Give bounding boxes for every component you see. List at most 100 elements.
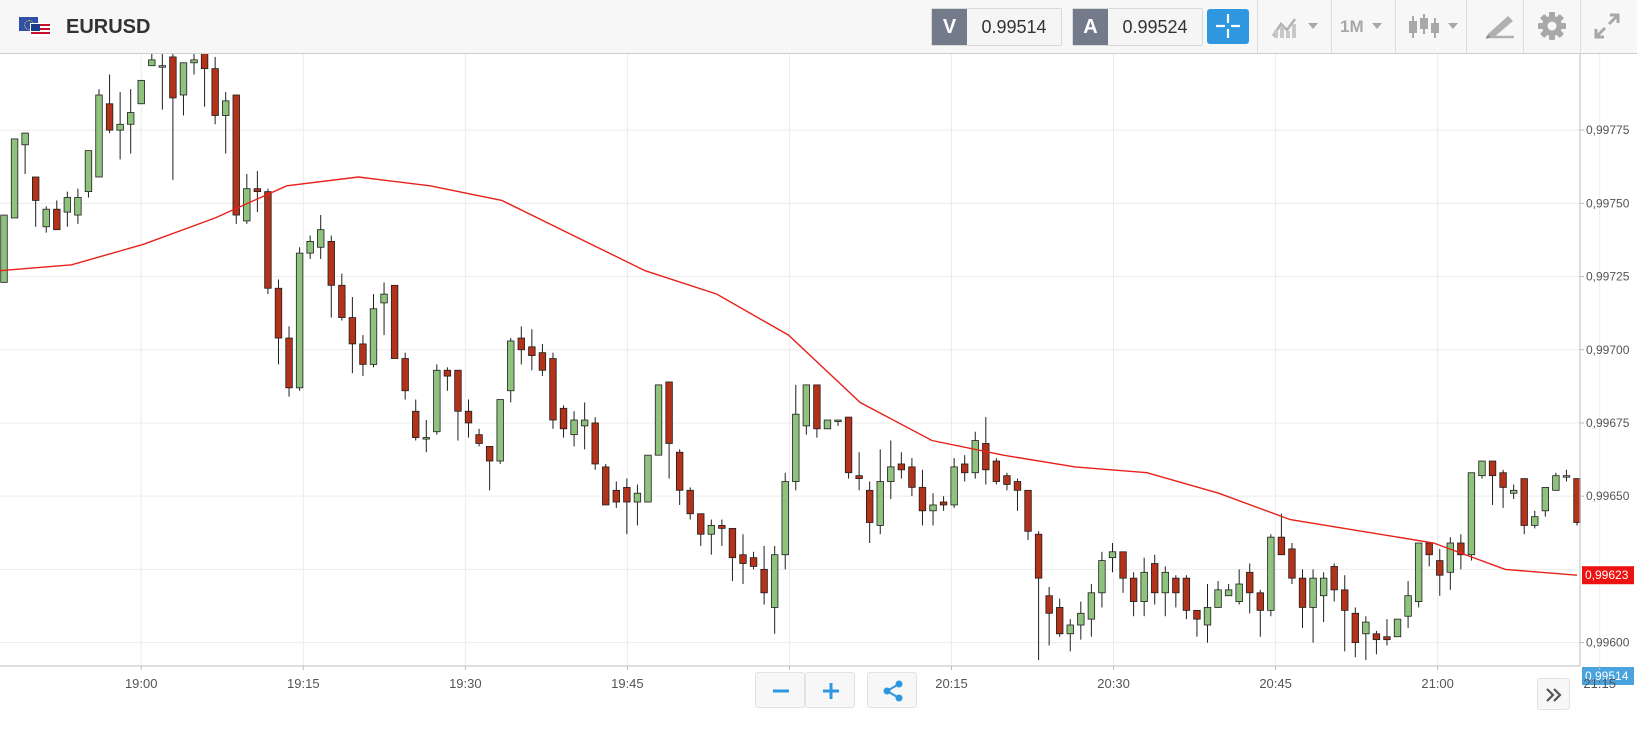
time-tick-label: 19:00 — [125, 676, 158, 691]
price-tick-label: 0,99675 — [1586, 416, 1630, 430]
bullish-candle — [654, 384, 663, 456]
bullish-candle — [295, 247, 304, 391]
bullish-candle — [158, 54, 167, 110]
chart-type-button[interactable] — [1405, 8, 1465, 46]
drawing-tools-button[interactable] — [1475, 8, 1525, 46]
candle-body — [770, 554, 779, 608]
bearish-candle — [348, 297, 357, 374]
bearish-candle — [253, 171, 262, 213]
bullish-candle — [580, 402, 589, 450]
candle-body — [42, 208, 50, 228]
bearish-candle — [939, 496, 948, 511]
bearish-candle — [1193, 609, 1201, 637]
price-tick-label: 0,99600 — [1586, 636, 1630, 650]
moving-average-line — [0, 176, 1578, 576]
bearish-candle — [464, 399, 473, 438]
sell-price-box[interactable]: V 0.99514 — [931, 8, 1062, 46]
bullish-candle — [21, 132, 29, 175]
bearish-candle — [1056, 598, 1064, 637]
candles-layer — [0, 54, 1581, 661]
candle-body — [823, 419, 832, 430]
candle-body — [749, 557, 758, 567]
candle-body — [338, 284, 346, 318]
bearish-candle — [623, 478, 631, 535]
bearish-candle — [918, 469, 927, 526]
toolbar-divider — [1395, 0, 1396, 53]
share-button[interactable] — [867, 672, 917, 708]
zoom-out-button[interactable] — [755, 672, 805, 708]
moving-average-layer — [0, 176, 1578, 576]
candle-body — [1203, 607, 1212, 626]
indicators-button[interactable] — [1266, 8, 1332, 46]
bullish-candle — [929, 493, 937, 526]
bearish-candle — [517, 326, 525, 365]
candle-body — [1077, 612, 1085, 626]
candle-body — [707, 525, 715, 535]
price-tick-label: 0,99750 — [1586, 196, 1630, 210]
candle-body — [1520, 478, 1528, 526]
bearish-candle — [538, 343, 547, 377]
buy-price-box[interactable]: A 0.99524 — [1072, 8, 1203, 46]
drawing-tools-icon — [1486, 16, 1514, 39]
candle-body — [982, 443, 990, 471]
bullish-candle — [1203, 584, 1212, 643]
candle-body — [1151, 563, 1159, 594]
candle-body — [1330, 566, 1338, 591]
bullish-candle — [422, 420, 430, 453]
bullish-candle — [707, 519, 715, 555]
time-tick-label: 19:45 — [611, 676, 644, 691]
candle-body — [1541, 486, 1550, 512]
candle-body — [433, 369, 441, 433]
scroll-to-latest-button[interactable] — [1537, 678, 1570, 710]
fullscreen-button[interactable] — [1590, 8, 1630, 46]
bullish-candle — [148, 54, 156, 67]
instrument-symbol[interactable]: EURUSD — [66, 16, 151, 38]
candle-body — [295, 252, 304, 389]
candlestick-chart-canvas[interactable]: 0,99600 0,99650 0,99675 0,99700 0,99725 0,997… — [0, 54, 1637, 729]
candle-body — [1446, 542, 1454, 573]
price-axis: 0,99600 0,99650 0,99675 0,99700 0,99725 0,997… — [1579, 54, 1634, 685]
candle-body — [612, 489, 620, 503]
bullish-candle — [137, 79, 145, 105]
bearish-candle — [1383, 619, 1391, 646]
candle-body — [971, 440, 979, 474]
minus-icon — [773, 689, 789, 693]
bearish-candle — [961, 455, 969, 482]
bullish-candle — [781, 472, 789, 570]
candle-body — [158, 65, 167, 68]
candle-body — [665, 381, 673, 444]
candle-body — [475, 434, 483, 444]
timeframe-button[interactable]: 1M — [1340, 8, 1390, 46]
bearish-candle — [1457, 534, 1465, 570]
candle-body — [559, 407, 568, 430]
candle-body — [1066, 624, 1074, 635]
candle-body — [148, 59, 156, 67]
chart-grid — [0, 54, 1601, 666]
candle-body — [1478, 460, 1486, 477]
bullish-candle — [10, 138, 19, 219]
candle-body — [1013, 481, 1022, 491]
candle-body — [802, 384, 811, 427]
bearish-candle — [665, 381, 673, 479]
bearish-candle — [200, 54, 209, 107]
candle-body — [1140, 571, 1148, 602]
us-flag-icon — [30, 23, 51, 37]
bearish-candle — [897, 452, 906, 479]
price-chart[interactable]: 0,99600 0,99650 0,99675 0,99700 0,99725 0,997… — [0, 54, 1637, 729]
bearish-candle — [1288, 543, 1296, 585]
candle-body — [454, 369, 462, 412]
bearish-candle — [528, 329, 536, 371]
candle-body — [549, 358, 557, 421]
price-tick-label: 0,99725 — [1586, 270, 1630, 284]
bearish-candle — [1351, 607, 1359, 658]
zoom-in-button[interactable] — [805, 672, 855, 708]
bullish-candle — [84, 150, 93, 198]
crosshair-button[interactable] — [1207, 9, 1249, 44]
bullish-candle — [380, 282, 388, 336]
bearish-candle — [675, 449, 684, 505]
bearish-candle — [1499, 469, 1507, 508]
settings-button[interactable] — [1533, 8, 1573, 46]
candle-body — [1436, 560, 1444, 576]
candle-body — [591, 422, 599, 465]
bullish-candle — [507, 338, 515, 403]
